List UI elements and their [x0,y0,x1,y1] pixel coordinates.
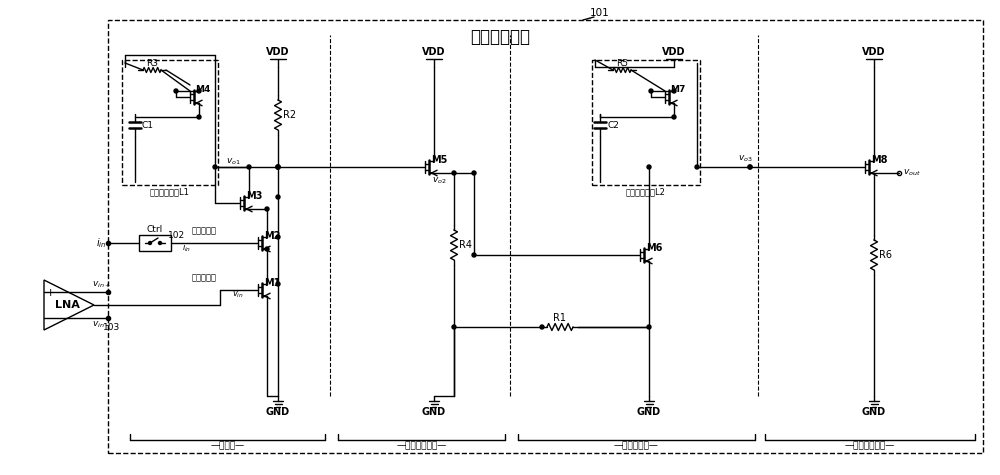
Text: M8: M8 [871,155,887,165]
Text: M2: M2 [264,231,280,241]
Circle shape [158,241,162,245]
Circle shape [197,115,201,119]
Text: $v_{in-}$: $v_{in-}$ [92,320,110,330]
Circle shape [672,89,676,93]
Text: VDD: VDD [862,47,886,57]
Text: 有源电感单元L1: 有源电感单元L1 [150,188,190,197]
Text: —共源放大器—: —共源放大器— [614,441,659,450]
Circle shape [276,282,280,286]
Text: 频率拓展电路: 频率拓展电路 [470,28,530,46]
Text: GND: GND [422,407,446,417]
Text: R3: R3 [146,58,158,67]
Text: VDD: VDD [662,47,686,57]
Circle shape [276,165,280,169]
Text: +: + [45,288,55,298]
Text: GND: GND [266,407,290,417]
Text: M4: M4 [195,86,211,95]
Text: C1: C1 [142,121,154,130]
Text: $v_{in}$: $v_{in}$ [232,290,244,300]
Text: 第二输入端: 第二输入端 [192,274,216,283]
Circle shape [174,89,178,93]
Circle shape [748,165,752,169]
Text: C2: C2 [607,121,619,130]
Text: $v_{o3}$: $v_{o3}$ [738,154,752,164]
Circle shape [748,165,752,169]
Circle shape [276,195,280,199]
Text: M5: M5 [431,155,447,165]
Circle shape [276,165,280,169]
Circle shape [247,165,251,169]
Text: LNA: LNA [55,300,79,310]
Circle shape [197,89,201,93]
Circle shape [213,165,217,169]
Text: R1: R1 [554,313,566,323]
Text: M3: M3 [246,191,262,201]
Text: $v_{o1}$: $v_{o1}$ [226,157,240,167]
Text: $i_{in}$: $i_{in}$ [182,242,192,254]
Text: 103: 103 [103,323,121,332]
Text: R2: R2 [283,110,297,120]
Text: $-$: $-$ [45,312,55,322]
Text: VDD: VDD [422,47,446,57]
Text: GND: GND [862,407,886,417]
Text: M6: M6 [646,243,662,253]
Text: 有源电感单元L2: 有源电感单元L2 [626,188,666,197]
Text: R5: R5 [616,58,628,67]
Circle shape [540,325,544,329]
Text: $i_{in}$: $i_{in}$ [96,236,106,250]
Circle shape [265,247,269,251]
Text: $v_{in+}$: $v_{in+}$ [92,280,110,290]
Text: $v_{o2}$: $v_{o2}$ [432,176,446,186]
Text: 101: 101 [590,8,610,18]
Text: —第二源跟随器—: —第二源跟随器— [845,441,895,450]
Text: M1: M1 [264,278,280,288]
Text: $v_{out}$: $v_{out}$ [903,168,921,178]
Circle shape [452,325,456,329]
Text: GND: GND [637,407,661,417]
Circle shape [148,241,152,245]
Text: 第一输入端: 第一输入端 [192,227,216,236]
Text: Ctrl: Ctrl [147,226,163,235]
Circle shape [472,253,476,257]
Circle shape [649,89,653,93]
Circle shape [647,325,651,329]
Circle shape [276,165,280,169]
Circle shape [452,171,456,175]
Text: R4: R4 [460,240,473,250]
Circle shape [647,165,651,169]
Circle shape [472,171,476,175]
Circle shape [276,235,280,239]
Circle shape [265,207,269,211]
Text: 102: 102 [168,230,186,239]
Circle shape [695,165,699,169]
Circle shape [672,115,676,119]
Text: M7: M7 [670,86,686,95]
Bar [139,235,171,251]
Text: R6: R6 [880,250,893,260]
Text: —第一源跟随器—: —第一源跟随器— [396,441,447,450]
Text: VDD: VDD [266,47,290,57]
Text: —放大器—: —放大器— [210,441,245,450]
